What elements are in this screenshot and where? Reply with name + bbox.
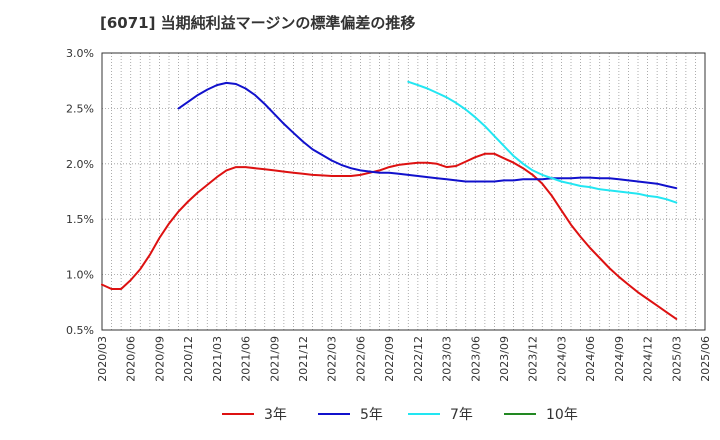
y-tick-label: 1.5% bbox=[66, 213, 94, 226]
x-tick-label: 2022/06 bbox=[354, 336, 367, 382]
chart-title: [6071] 当期純利益マージンの標準偏差の推移 bbox=[100, 14, 415, 32]
x-tick-label: 2021/12 bbox=[297, 336, 310, 382]
x-tick-label: 2021/09 bbox=[268, 336, 281, 382]
x-tick-label: 2020/09 bbox=[153, 336, 166, 382]
x-tick-label: 2020/06 bbox=[125, 336, 138, 382]
plot-area-frame bbox=[101, 52, 706, 331]
grid bbox=[101, 52, 706, 331]
x-tick-label: 2024/09 bbox=[613, 336, 626, 382]
x-tick-label: 2020/12 bbox=[182, 336, 195, 382]
legend: 3年 5年 7年 10年 bbox=[222, 407, 578, 423]
x-axis-ticks: 2020/03 2020/06 2020/09 2020/12 2021/03 2021/… bbox=[96, 336, 712, 382]
x-tick-label: 2024/03 bbox=[555, 336, 568, 382]
series-lines bbox=[101, 80, 678, 320]
legend-label: 7年 bbox=[450, 407, 473, 423]
y-axis-ticks: 0.5% 1.0% 1.5% 2.0% 2.5% 3.0% bbox=[66, 47, 94, 337]
x-tick-label: 2022/03 bbox=[326, 336, 339, 382]
legend-label: 3年 bbox=[264, 407, 287, 423]
y-tick-label: 0.5% bbox=[66, 324, 94, 337]
x-tick-label: 2025/06 bbox=[699, 336, 712, 382]
x-tick-label: 2021/06 bbox=[240, 336, 253, 382]
y-tick-label: 1.0% bbox=[66, 269, 94, 282]
x-tick-label: 2023/12 bbox=[527, 336, 540, 382]
y-tick-label: 2.5% bbox=[66, 102, 94, 115]
series-line bbox=[407, 80, 678, 204]
x-tick-label: 2024/06 bbox=[584, 336, 597, 382]
x-tick-label: 2023/09 bbox=[498, 336, 511, 382]
x-tick-label: 2021/03 bbox=[211, 336, 224, 382]
series-line bbox=[101, 152, 678, 320]
x-tick-label: 2022/09 bbox=[383, 336, 396, 382]
x-tick-label: 2023/06 bbox=[469, 336, 482, 382]
y-tick-label: 3.0% bbox=[66, 47, 94, 60]
x-tick-label: 2023/03 bbox=[441, 336, 454, 382]
legend-label: 10年 bbox=[546, 407, 578, 423]
y-tick-label: 2.0% bbox=[66, 158, 94, 171]
x-tick-label: 2022/12 bbox=[412, 336, 425, 382]
legend-label: 5年 bbox=[360, 407, 383, 423]
x-tick-label: 2024/12 bbox=[642, 336, 655, 382]
x-tick-label: 2020/03 bbox=[96, 336, 109, 382]
series-line bbox=[177, 81, 678, 190]
x-tick-label: 2025/03 bbox=[670, 336, 683, 382]
